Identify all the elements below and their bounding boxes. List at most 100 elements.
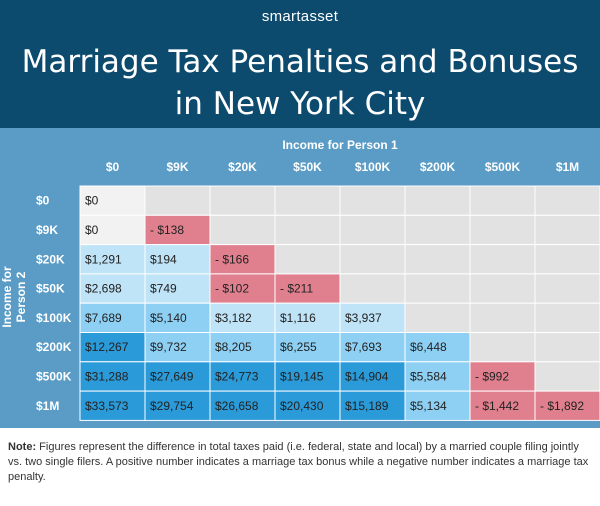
- empty-cell: [469, 214, 536, 246]
- empty-cell: [469, 332, 536, 363]
- cell-value: $31,288: [85, 369, 129, 383]
- cell-value: - $992: [475, 369, 509, 383]
- empty-cell: [469, 244, 536, 275]
- cell-value: $20,430: [280, 399, 324, 413]
- cell-value: $5,134: [410, 399, 447, 413]
- column-header: $1M: [556, 160, 579, 174]
- cell-value: $6,255: [280, 340, 317, 354]
- cell-value: $5,584: [410, 369, 447, 383]
- empty-cell: [339, 244, 406, 275]
- table-cell: [274, 302, 341, 333]
- cell-value: $6,448: [410, 340, 447, 354]
- brand-logo: smartasset: [261, 8, 339, 25]
- table-cell: [274, 332, 341, 363]
- row-header: $1M: [36, 399, 59, 413]
- table-cell: [404, 390, 471, 421]
- cell-value: $0: [85, 194, 99, 208]
- chart-title-line-1: Marriage Tax Penalties and Bonuses: [21, 44, 579, 80]
- cell-value: $9,732: [150, 340, 187, 354]
- tax-table-grid: $0 $9K $20K $50K $100K $200K $500K $1M $0 $0 $9K $0…: [36, 160, 600, 421]
- column-header: $20K: [228, 160, 257, 174]
- column-header: $200K: [420, 160, 456, 174]
- cell-value: $1,116: [280, 311, 316, 325]
- cell-value: $3,182: [215, 311, 252, 325]
- empty-cell: [534, 244, 600, 275]
- cell-value: $29,754: [150, 399, 194, 413]
- table-cell: [79, 302, 146, 333]
- row-header: $500K: [36, 369, 72, 383]
- row-header: $20K: [36, 252, 65, 266]
- table-cell: [534, 390, 600, 421]
- empty-cell: [209, 214, 276, 246]
- cell-value: - $138: [150, 223, 184, 237]
- column-header: $50K: [293, 160, 322, 174]
- empty-cell: [404, 214, 471, 246]
- empty-cell: [534, 185, 600, 216]
- cell-value: $33,573: [85, 399, 129, 413]
- empty-cell: [469, 302, 536, 333]
- empty-cell: [339, 273, 406, 304]
- footnote: Note: Figures represent the difference i…: [8, 440, 594, 485]
- row-header: $0: [36, 194, 50, 208]
- cell-value: - $102: [215, 282, 249, 296]
- cell-value: $0: [85, 223, 99, 237]
- table-cell: [274, 390, 341, 421]
- cell-value: $15,189: [345, 399, 389, 413]
- cell-value: - $1,892: [540, 399, 584, 413]
- row-header: $9K: [36, 223, 58, 237]
- header-banner: smartasset Marriage Tax Penalties and Bo…: [0, 0, 600, 128]
- table-cell: [339, 302, 406, 333]
- cell-value: $749: [150, 282, 177, 296]
- empty-cell: [404, 302, 471, 333]
- cell-value: $8,205: [215, 340, 252, 354]
- cell-value: $194: [150, 252, 177, 266]
- empty-cell: [339, 185, 406, 216]
- table-cell: [79, 273, 146, 304]
- table-cell: [209, 361, 276, 392]
- empty-cell: [274, 214, 341, 246]
- chart-title-line-2: in New York City: [174, 86, 426, 122]
- empty-cell: [469, 185, 536, 216]
- empty-cell: [404, 273, 471, 304]
- empty-cell: [404, 244, 471, 275]
- cell-value: $12,267: [85, 340, 129, 354]
- column-header: $500K: [485, 160, 521, 174]
- empty-cell: [274, 244, 341, 275]
- cell-value: $27,649: [150, 369, 194, 383]
- cell-value: $2,698: [85, 282, 122, 296]
- row-header: $50K: [36, 282, 65, 296]
- empty-cell: [534, 214, 600, 246]
- column-axis-label: Income for Person 1: [282, 138, 398, 152]
- cell-value: $5,140: [150, 311, 187, 325]
- table-cell: [274, 361, 341, 392]
- cell-value: $14,904: [345, 369, 389, 383]
- row-header: $100K: [36, 311, 72, 325]
- empty-cell: [144, 185, 211, 216]
- empty-cell: [404, 185, 471, 216]
- column-header: $9K: [166, 160, 188, 174]
- table-cell: [144, 390, 211, 421]
- footnote-label: Note:: [8, 441, 37, 453]
- cell-value: $7,689: [85, 311, 122, 325]
- table-cell: [469, 361, 536, 392]
- empty-cell: [274, 185, 341, 216]
- table-cell: [79, 390, 146, 421]
- table-cell: [209, 302, 276, 333]
- table-cell: [144, 273, 211, 304]
- table-area: Income for Person 1 Income for Person 2 …: [0, 128, 600, 428]
- table-cell: [404, 361, 471, 392]
- table-cell: [209, 273, 276, 304]
- empty-cell: [339, 214, 406, 246]
- cell-value: $24,773: [215, 369, 259, 383]
- cell-value: $19,145: [280, 369, 324, 383]
- cell-value: $1,291: [85, 252, 122, 266]
- column-header: $100K: [355, 160, 391, 174]
- cell-value: - $166: [215, 252, 249, 266]
- table-cell: [339, 390, 406, 421]
- empty-cell: [534, 302, 600, 333]
- table-cell: [209, 332, 276, 363]
- empty-cell: [534, 361, 600, 392]
- cell-value: $7,693: [345, 340, 382, 354]
- empty-cell: [209, 185, 276, 216]
- cell-value: $26,658: [215, 399, 259, 413]
